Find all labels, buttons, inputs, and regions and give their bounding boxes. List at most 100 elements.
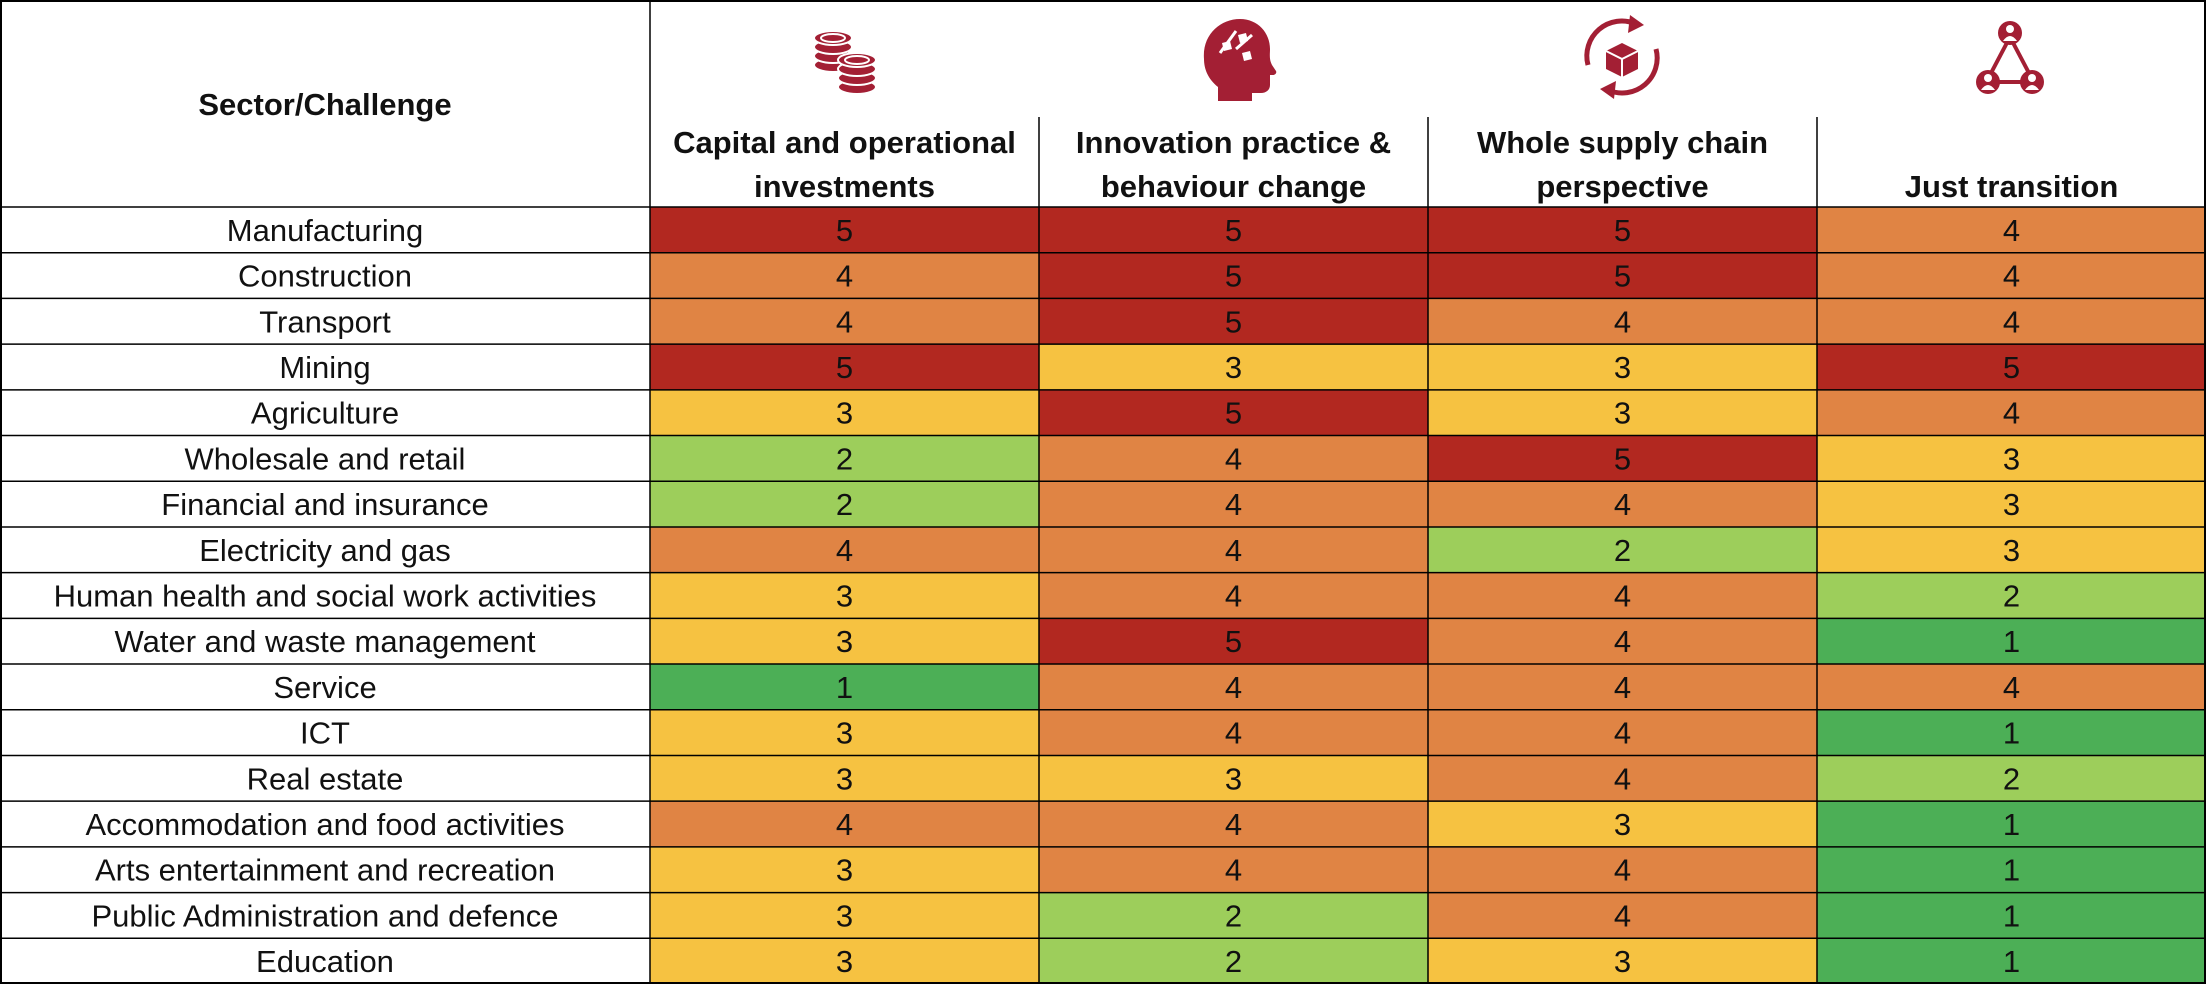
cell-value-label: 3 <box>836 898 853 933</box>
heatmap-cell <box>1039 298 1428 345</box>
heatmap-cell <box>1039 481 1428 527</box>
row-label: Electricity and gas <box>199 533 451 568</box>
cell-value-label: 4 <box>1225 533 1242 568</box>
heatmap-cell <box>650 252 1039 299</box>
cell-value-label: 4 <box>1614 898 1631 933</box>
cell-value-label: 5 <box>1614 259 1631 294</box>
cell-value-label: 5 <box>1225 304 1242 339</box>
heatmap-cell <box>1817 344 2206 390</box>
cell-value-label: 4 <box>1225 670 1242 705</box>
cell-value-label: 2 <box>2003 761 2020 796</box>
cell-value-label: 4 <box>1225 807 1242 842</box>
cell-value-label: 3 <box>2003 441 2020 476</box>
heatmap-cell <box>650 298 1039 345</box>
heatmap-cell <box>1817 801 2206 847</box>
heatmap-cell <box>1817 481 2206 527</box>
cell-value-label: 4 <box>1614 579 1631 614</box>
cell-value-label: 3 <box>836 944 853 979</box>
cell-value-label: 4 <box>1225 716 1242 751</box>
heatmap-cell <box>1817 709 2206 756</box>
heatmap-cell <box>1428 252 1817 299</box>
heatmap-cell <box>1039 846 1428 893</box>
row-label: Public Administration and defence <box>91 898 558 933</box>
row-label: Manufacturing <box>227 213 423 248</box>
heatmap-cell <box>1817 435 2206 482</box>
row-label: Agriculture <box>251 396 399 431</box>
cell-value-label: 4 <box>1614 761 1631 796</box>
heatmap-cell <box>1817 846 2206 893</box>
cell-value-label: 4 <box>1225 579 1242 614</box>
row-label: Human health and social work activities <box>54 579 597 614</box>
cell-value-label: 3 <box>1614 350 1631 385</box>
heatmap-cell <box>1039 344 1428 390</box>
cell-value-label: 3 <box>836 716 853 751</box>
head-puzzle-icon <box>1203 19 1277 101</box>
heatmap-cell <box>1428 664 1817 710</box>
cell-value-label: 2 <box>836 441 853 476</box>
heatmap-cell <box>1039 709 1428 756</box>
heatmap-cell <box>1039 801 1428 847</box>
cell-value-label: 4 <box>2003 670 2020 705</box>
row-label: Arts entertainment and recreation <box>95 853 555 888</box>
cell-value-label: 2 <box>1225 898 1242 933</box>
cell-value-label: 5 <box>1225 213 1242 248</box>
cell-value-label: 3 <box>1614 396 1631 431</box>
cell-value-label: 2 <box>2003 579 2020 614</box>
cell-value-label: 5 <box>836 350 853 385</box>
heatmap-cell <box>1428 755 1817 802</box>
cell-value-label: 4 <box>1225 441 1242 476</box>
heatmap-cell <box>650 526 1039 573</box>
heatmap-cell <box>1039 892 1428 939</box>
heatmap-cell <box>650 846 1039 893</box>
cell-value-label: 4 <box>836 304 853 339</box>
cell-value-label: 5 <box>1614 441 1631 476</box>
cell-value-label: 3 <box>836 579 853 614</box>
cell-value-label: 3 <box>836 624 853 659</box>
heatmap-cell <box>1428 892 1817 939</box>
cell-value-label: 4 <box>1225 487 1242 522</box>
heatmap-cell <box>1039 526 1428 573</box>
heatmap-cell <box>1817 572 2206 619</box>
cell-value-label: 4 <box>836 807 853 842</box>
row-label: Water and waste management <box>114 624 535 659</box>
cell-value-label: 4 <box>1614 853 1631 888</box>
heatmap-cell <box>1428 846 1817 893</box>
corner-label: Sector/Challenge <box>198 87 451 122</box>
heatmap-cell <box>650 481 1039 527</box>
cell-value-label: 4 <box>1614 304 1631 339</box>
stacked-coins-icon <box>813 30 877 95</box>
row-label: Service <box>273 670 376 705</box>
heatmap-cell <box>1428 298 1817 345</box>
row-label: ICT <box>300 716 350 751</box>
heatmap-cell <box>1039 618 1428 665</box>
cell-value-label: 5 <box>1225 396 1242 431</box>
cell-value-label: 1 <box>2003 807 2020 842</box>
heatmap-cell <box>650 572 1039 619</box>
column-header-label: Just transition <box>1905 169 2119 204</box>
heatmap-cell <box>650 344 1039 390</box>
heatmap-cell <box>1428 572 1817 619</box>
heatmap-cell <box>650 709 1039 756</box>
heatmap-cell <box>650 892 1039 939</box>
cell-value-label: 4 <box>2003 396 2020 431</box>
cell-value-label: 4 <box>1614 487 1631 522</box>
heatmap-cell <box>650 664 1039 710</box>
row-label: Mining <box>279 350 370 385</box>
cell-value-label: 4 <box>1614 716 1631 751</box>
cell-value-label: 5 <box>2003 350 2020 385</box>
cell-value-label: 5 <box>1614 213 1631 248</box>
row-label: Transport <box>259 304 391 339</box>
cell-value-label: 3 <box>1614 807 1631 842</box>
heatmap-cell <box>1039 572 1428 619</box>
heatmap-cell <box>1428 481 1817 527</box>
heatmap-cell <box>1039 389 1428 436</box>
cell-value-label: 3 <box>836 853 853 888</box>
heatmap-cell <box>650 938 1039 984</box>
heatmap-cell <box>1817 938 2206 984</box>
cell-value-label: 2 <box>1225 944 1242 979</box>
column-header-label: perspective <box>1536 169 1708 204</box>
heatmap-cell <box>1817 892 2206 939</box>
cell-value-label: 4 <box>836 533 853 568</box>
